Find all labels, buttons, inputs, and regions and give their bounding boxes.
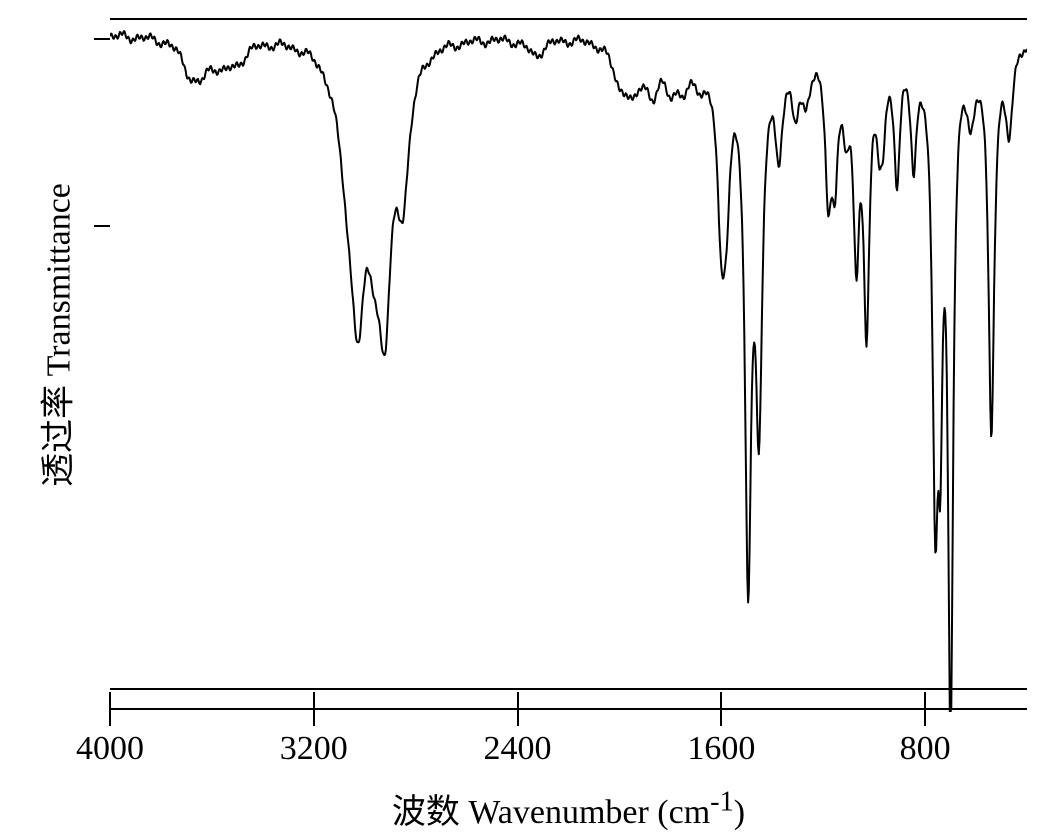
x-tick-inner: [109, 692, 111, 710]
x-tick-label: 2400: [484, 730, 552, 768]
x-tick: [924, 710, 926, 726]
x-tick: [517, 710, 519, 726]
plot-area: [110, 18, 1027, 710]
spectrum-path: [110, 31, 1027, 712]
x-tick-label: 800: [900, 730, 951, 768]
x-tick-inner: [924, 692, 926, 710]
x-tick-label: 4000: [76, 730, 144, 768]
y-tick: [94, 225, 110, 227]
y-axis-label: 透过率 Transmittance: [31, 183, 80, 487]
x-tick: [313, 710, 315, 726]
x-axis-label: 波数 Wavenumber (cm-1): [392, 784, 745, 833]
x-tick: [720, 710, 722, 726]
x-axis-label-close: ): [734, 794, 745, 831]
x-tick: [109, 710, 111, 726]
y-tick: [94, 38, 110, 40]
x-axis-label-super: -1: [710, 787, 734, 818]
x-tick-inner: [720, 692, 722, 710]
ir-spectrum-chart: 4000 3200 2400 1600 800 波数 Wavenumber (cm-1)…: [0, 0, 1037, 830]
x-tick-label: 3200: [280, 730, 348, 768]
y-axis-label-en: Transmittance: [41, 183, 78, 376]
x-tick-label: 1600: [687, 730, 755, 768]
x-axis-label-en: Wavenumber (cm: [468, 794, 710, 831]
y-axis-label-cn: 透过率: [41, 385, 78, 487]
x-tick-inner: [313, 692, 315, 710]
spectrum-line: [110, 20, 1027, 712]
x-tick-inner: [517, 692, 519, 710]
x-axis-label-cn: 波数: [392, 794, 460, 831]
